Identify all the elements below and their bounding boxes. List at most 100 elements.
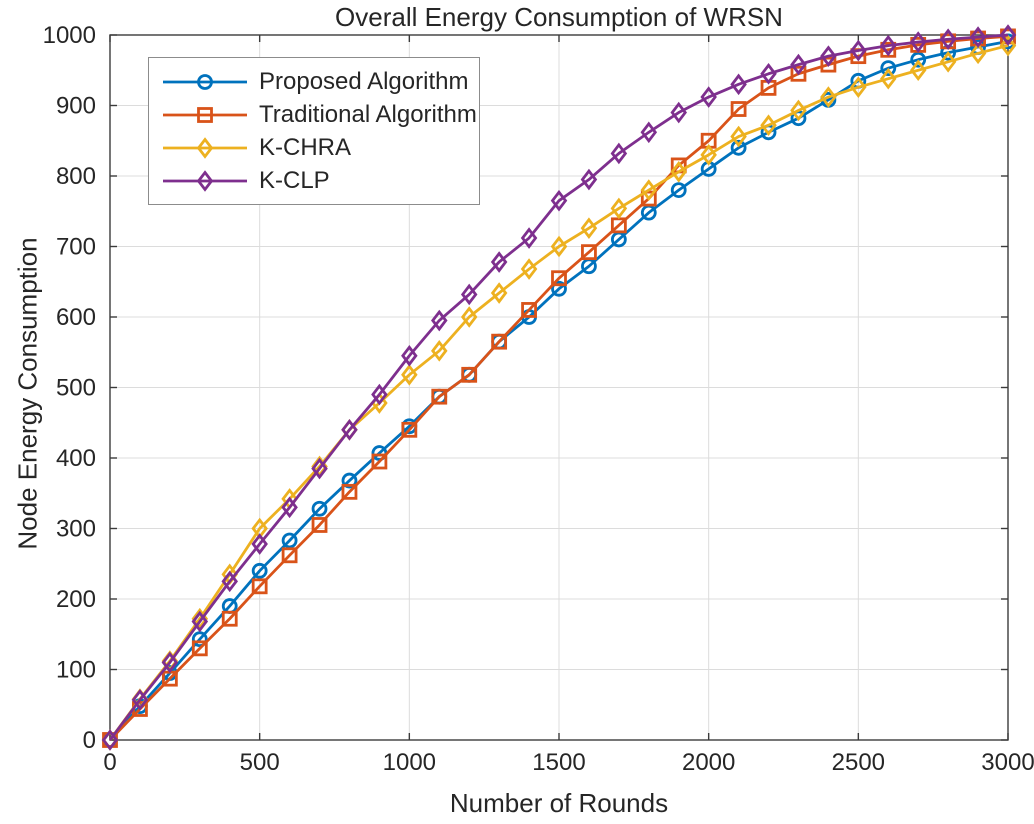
marker-diamond <box>909 31 927 53</box>
marker-circle <box>311 500 328 517</box>
marker-square <box>401 421 418 438</box>
marker-square <box>221 610 238 627</box>
marker-diamond <box>880 67 897 90</box>
marker-diamond <box>909 59 927 82</box>
marker-diamond <box>760 114 777 137</box>
y-tick-label: 500 <box>56 375 96 402</box>
x-tick-label: 500 <box>240 749 280 776</box>
marker-diamond <box>580 217 598 239</box>
marker-diamond <box>460 283 478 306</box>
marker-square <box>730 101 747 117</box>
legend-label: Proposed Algorithm <box>259 67 469 95</box>
marker-square <box>341 483 358 500</box>
marker-diamond <box>640 179 658 201</box>
legend-item-traditional-algorithm: Traditional Algorithm <box>161 98 477 131</box>
marker-diamond <box>550 189 568 212</box>
marker-square <box>790 65 807 82</box>
marker-square <box>431 388 448 405</box>
marker-circle <box>670 182 687 199</box>
marker-diamond <box>460 306 478 328</box>
y-tick-label: 0 <box>83 727 96 754</box>
marker-diamond <box>161 651 179 674</box>
marker-diamond <box>131 689 149 711</box>
marker-square <box>311 517 328 533</box>
y-tick-label: 300 <box>56 516 96 543</box>
marker-square <box>461 366 478 383</box>
legend-item-k-chra: K-CHRA <box>161 131 469 164</box>
marker-diamond <box>371 383 388 406</box>
marker-diamond <box>850 39 867 62</box>
x-tick-label: 0 <box>103 749 116 776</box>
marker-diamond <box>939 50 957 73</box>
marker-diamond <box>730 73 747 96</box>
x-tick-label: 2500 <box>832 749 885 776</box>
x-tick-label: 1000 <box>383 749 436 776</box>
marker-square <box>820 56 837 73</box>
marker-diamond <box>341 418 358 441</box>
marker-square <box>191 640 208 657</box>
marker-diamond <box>969 26 987 48</box>
legend-swatch-diamond-icon <box>163 169 247 192</box>
marker-diamond <box>431 309 448 332</box>
marker-diamond <box>520 227 538 249</box>
x-axis-label: Number of Rounds <box>449 788 669 818</box>
marker-diamond <box>490 251 508 273</box>
y-tick-label: 1000 <box>43 22 96 49</box>
marker-diamond <box>939 28 957 51</box>
marker-square <box>281 547 298 564</box>
marker-diamond <box>580 168 598 191</box>
legend-swatch-circle-icon <box>163 73 247 90</box>
y-tick-label: 400 <box>56 445 96 472</box>
marker-diamond <box>820 45 837 67</box>
marker-diamond <box>221 570 238 593</box>
chart-title: Overall Energy Consumption of WRSN <box>335 2 783 32</box>
x-tick-label: 2000 <box>682 749 735 776</box>
legend: Proposed Algorithm Traditional Algorithm K… <box>148 57 480 205</box>
marker-square <box>491 333 508 350</box>
y-tick-label: 900 <box>56 93 96 120</box>
marker-diamond <box>311 457 328 480</box>
y-tick-label: 200 <box>56 586 96 613</box>
marker-square <box>251 578 268 595</box>
legend-swatch-square-icon <box>163 106 247 123</box>
marker-square <box>551 270 567 287</box>
marker-diamond <box>670 101 687 124</box>
marker-diamond <box>640 121 658 144</box>
marker-circle <box>551 280 567 297</box>
legend-label: K-CHRA <box>259 133 352 161</box>
x-tick-label: 3000 <box>981 749 1034 776</box>
marker-diamond <box>281 496 298 519</box>
marker-diamond <box>999 34 1017 57</box>
legend-item-proposed-algorithm: Proposed Algorithm <box>161 65 469 98</box>
marker-circle <box>191 631 208 648</box>
x-tick-label: 1500 <box>532 749 585 776</box>
marker-square <box>640 190 657 207</box>
marker-diamond <box>191 610 209 633</box>
marker-circle <box>341 472 358 489</box>
marker-diamond <box>550 235 568 258</box>
marker-diamond <box>999 24 1017 46</box>
y-tick-label: 700 <box>56 234 96 261</box>
legend-label: Traditional Algorithm <box>259 100 477 128</box>
marker-diamond <box>850 76 867 98</box>
y-axis-label: Node Energy Consumption <box>12 237 43 550</box>
marker-diamond <box>700 86 717 108</box>
marker-circle <box>910 51 927 68</box>
marker-diamond <box>880 34 897 57</box>
y-tick-label: 800 <box>56 163 96 190</box>
marker-diamond <box>820 86 837 108</box>
legend-swatch-diamond-icon <box>163 136 247 159</box>
marker-square <box>371 453 388 470</box>
marker-diamond <box>401 364 418 386</box>
marker-diamond <box>790 99 807 122</box>
series-line <box>108 44 1009 741</box>
series-line <box>108 35 1009 741</box>
marker-diamond <box>730 125 747 148</box>
marker-diamond <box>760 62 777 85</box>
marker-diamond <box>490 282 508 304</box>
marker-diamond <box>790 53 807 76</box>
marker-square <box>581 244 597 261</box>
marker-circle <box>281 532 298 549</box>
